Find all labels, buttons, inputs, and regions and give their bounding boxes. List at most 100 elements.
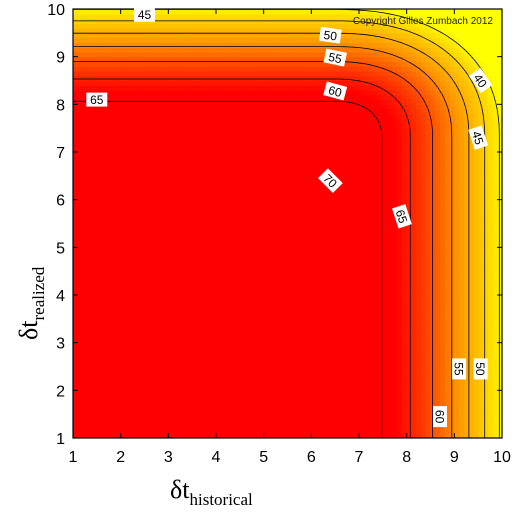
heat-cell (230, 118, 236, 124)
heat-cell (239, 180, 246, 186)
heat-cell (201, 204, 208, 210)
heat-cell (273, 337, 279, 344)
heat-cell (149, 147, 155, 153)
heat-cell (192, 194, 198, 201)
heat-cell (277, 266, 284, 272)
heat-cell (134, 32, 141, 39)
heat-cell (316, 204, 322, 210)
heat-cell (111, 228, 117, 234)
heat-cell (225, 233, 231, 239)
heat-cell (144, 185, 150, 191)
heat-cell (206, 337, 212, 344)
heat-cell (196, 37, 203, 43)
heat-cell (130, 113, 136, 120)
heat-cell (316, 228, 322, 234)
heat-cell (187, 132, 193, 139)
heat-cell (330, 23, 336, 29)
heat-cell (273, 390, 279, 396)
heat-cell (244, 94, 250, 101)
heat-cell (144, 295, 150, 301)
heat-cell (230, 380, 236, 387)
heat-cell (282, 109, 289, 115)
heat-cell (220, 85, 227, 91)
heat-cell (154, 247, 160, 253)
heat-cell (206, 204, 212, 210)
heat-cell (163, 285, 169, 291)
heat-cell (258, 385, 265, 391)
heat-cell (211, 371, 217, 377)
heat-cell (201, 385, 208, 391)
heat-cell (96, 166, 103, 172)
heat-cell (173, 99, 179, 105)
heat-cell (244, 56, 250, 63)
heat-cell (201, 104, 208, 110)
heat-cell (87, 295, 93, 301)
heat-cell (168, 56, 174, 63)
heat-cell (144, 113, 150, 120)
heat-cell (239, 66, 246, 72)
heat-cell (101, 161, 107, 167)
heat-cell (101, 418, 107, 425)
heat-cell (239, 409, 246, 415)
heat-cell (101, 361, 107, 368)
heat-cell (154, 32, 160, 39)
heat-cell (316, 333, 322, 339)
heat-cell (230, 113, 236, 120)
heat-cell (87, 309, 93, 315)
heat-cell (163, 390, 169, 396)
heat-cell (125, 290, 131, 296)
heat-cell (154, 261, 160, 267)
heat-cell (244, 361, 250, 368)
heat-cell (239, 385, 246, 391)
heat-cell (101, 61, 107, 67)
heat-cell (235, 61, 241, 67)
heat-cell (239, 166, 246, 172)
heat-cell (177, 376, 184, 382)
heat-cell (258, 166, 265, 172)
heat-cell (287, 171, 293, 177)
heat-cell (120, 356, 127, 363)
heat-cell (230, 42, 236, 48)
heat-cell (87, 347, 93, 353)
heat-cell (106, 314, 112, 320)
heat-cell (268, 42, 274, 48)
heat-cell (220, 242, 227, 248)
heat-cell (297, 266, 303, 272)
heat-cell (106, 423, 112, 430)
heat-cell (216, 237, 222, 244)
heat-cell (177, 175, 184, 182)
heat-cell (330, 309, 336, 315)
heat-cell (297, 333, 303, 339)
heat-cell (316, 213, 322, 220)
heat-cell (173, 266, 179, 272)
heat-cell (216, 404, 222, 410)
heat-cell (330, 376, 336, 382)
heat-cell (330, 213, 336, 220)
heat-cell (206, 28, 212, 34)
heat-cell (297, 228, 303, 234)
heat-cell (101, 256, 107, 263)
heat-cell (230, 13, 236, 20)
heat-cell (287, 328, 293, 334)
heat-cell (235, 433, 241, 438)
heat-cell (263, 342, 270, 349)
heat-cell (106, 132, 112, 139)
heat-cell (92, 337, 98, 344)
heat-cell (177, 23, 184, 29)
heat-cell (87, 213, 93, 220)
heat-cell (254, 342, 260, 349)
heat-cell (187, 233, 193, 239)
heat-cell (77, 395, 84, 401)
heat-cell (239, 342, 246, 349)
heat-cell (297, 433, 303, 438)
heat-cell (192, 328, 198, 334)
heat-cell (106, 28, 112, 34)
heat-cell (263, 409, 270, 415)
heat-cell (196, 161, 203, 167)
heatmap-field (73, 9, 502, 438)
heat-cell (230, 371, 236, 377)
heat-cell (92, 285, 98, 291)
heat-cell (92, 280, 98, 287)
heat-cell (306, 347, 312, 353)
heat-cell (168, 395, 174, 401)
